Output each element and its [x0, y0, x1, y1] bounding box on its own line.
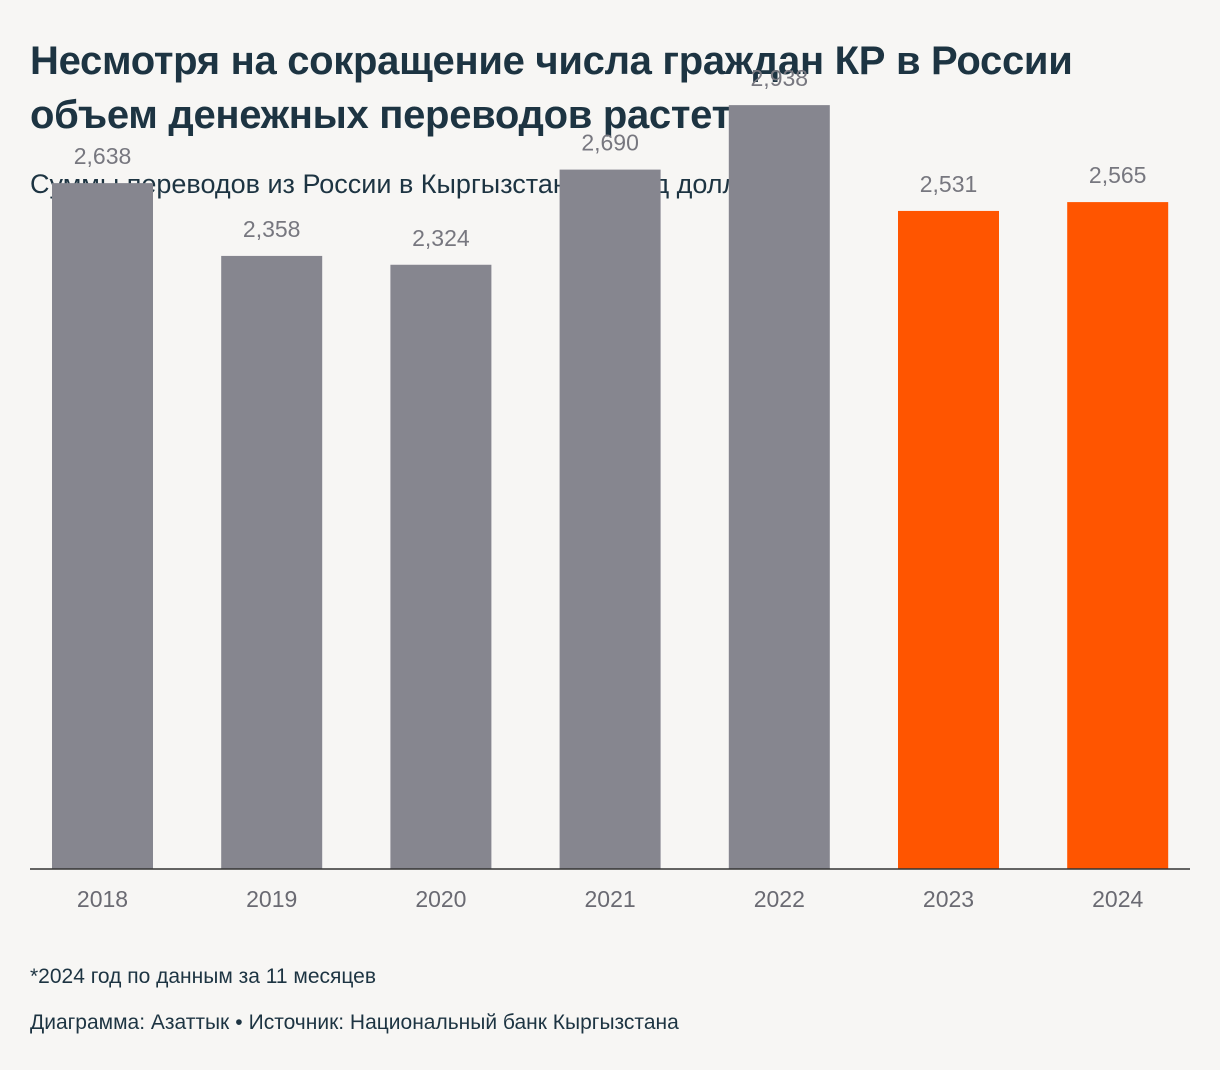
x-tick-label-2022: 2022	[754, 886, 805, 912]
x-tick-label-2023: 2023	[923, 886, 974, 912]
value-label-2020: 2,324	[412, 225, 470, 251]
bar-2018	[52, 183, 153, 869]
value-label-2018: 2,638	[74, 143, 132, 169]
data-source: Источник: Национальный банк Кыргызстана	[248, 1011, 679, 1034]
value-label-2019: 2,358	[243, 216, 301, 242]
bar-2024	[1067, 202, 1169, 870]
bar-2022	[728, 105, 830, 870]
x-tick-label-2019: 2019	[246, 886, 297, 912]
bar-2023	[898, 210, 999, 869]
footnote: *2024 год по данным за 11 месяцев	[30, 965, 376, 988]
x-tick-label-2024: 2024	[1092, 886, 1143, 912]
x-tick-label-2018: 2018	[77, 886, 128, 912]
chart-subtitle: Суммы переводов из России в Кыргызстан, …	[30, 169, 798, 199]
separator-dot: •	[235, 1011, 243, 1034]
value-label-2024: 2,565	[1089, 162, 1147, 188]
bar-2019	[221, 255, 323, 870]
value-label-2021: 2,690	[581, 130, 639, 156]
source-line: Диаграмма: Азаттык • Источник: Национальны…	[30, 1009, 679, 1037]
bar-2021	[559, 169, 661, 870]
chart-title: Несмотря на сокращение числа граждан КР …	[30, 39, 1073, 137]
value-label-2023: 2,531	[920, 171, 978, 197]
x-tick-label-2020: 2020	[415, 886, 466, 912]
chart-credit: Диаграмма: Азаттык	[30, 1011, 230, 1034]
x-tick-label-2021: 2021	[585, 886, 636, 912]
value-label-2022: 2,938	[751, 65, 809, 91]
bar-2020	[390, 264, 492, 869]
